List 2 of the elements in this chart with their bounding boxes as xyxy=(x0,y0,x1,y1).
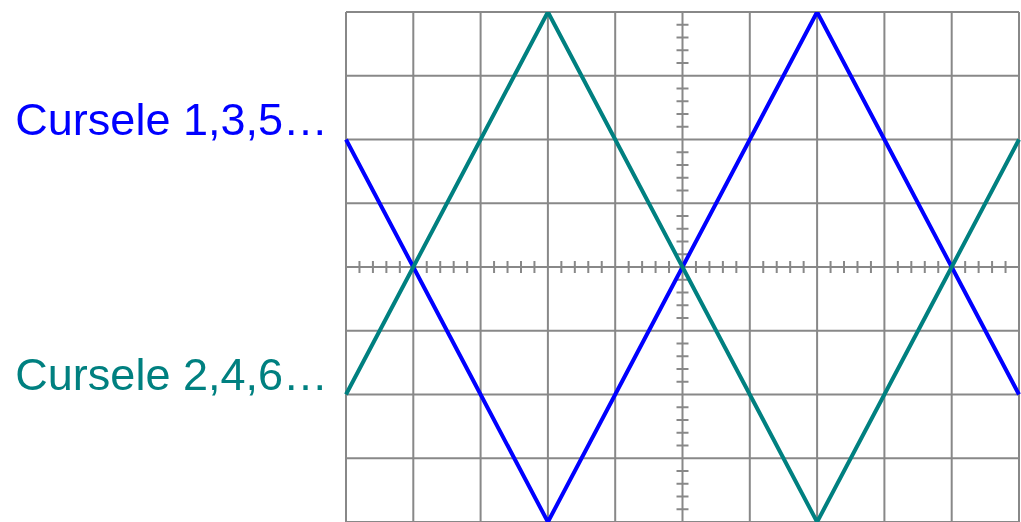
series-label: Cursele 1,3,5… xyxy=(15,93,328,145)
series-label: Cursele 2,4,6… xyxy=(15,348,328,400)
